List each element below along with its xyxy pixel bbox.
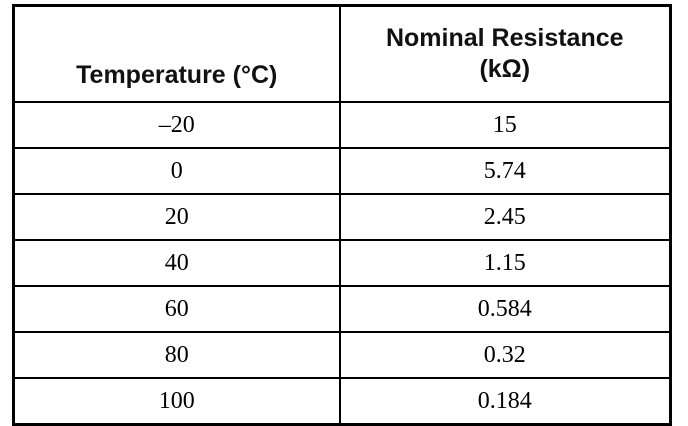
table-cell: –20 bbox=[12, 101, 341, 149]
table-row: 40 1.15 bbox=[12, 239, 672, 287]
header-text: Temperature (°C) bbox=[76, 61, 278, 89]
table-cell: 15 bbox=[338, 101, 672, 149]
table-cell: 80 bbox=[12, 331, 341, 379]
table-cell: 0 bbox=[12, 147, 341, 195]
header-text: Nominal Resistance (kΩ) bbox=[385, 24, 624, 83]
table-cell: 0.32 bbox=[338, 331, 672, 379]
table-cell: 2.45 bbox=[338, 193, 672, 241]
table-cell: 0.184 bbox=[338, 377, 672, 426]
table-row: 80 0.32 bbox=[12, 331, 672, 379]
table-row: 20 2.45 bbox=[12, 193, 672, 241]
header-cell: Temperature (°C) bbox=[12, 4, 341, 103]
header-cell: Nominal Resistance (kΩ) bbox=[338, 4, 672, 103]
table-cell: 5.74 bbox=[338, 147, 672, 195]
data-table: Temperature (°C) Nominal Resistance (kΩ)… bbox=[12, 4, 672, 426]
header-row: Temperature (°C) Nominal Resistance (kΩ) bbox=[12, 4, 672, 103]
table-row: 100 0.184 bbox=[12, 377, 672, 426]
table-cell: 100 bbox=[12, 377, 341, 426]
table-cell: 60 bbox=[12, 285, 341, 333]
table-row: –20 15 bbox=[12, 101, 672, 149]
table-header: Temperature (°C) Nominal Resistance (kΩ) bbox=[12, 4, 672, 103]
table-cell: 1.15 bbox=[338, 239, 672, 287]
table-cell: 0.584 bbox=[338, 285, 672, 333]
table-cell: 20 bbox=[12, 193, 341, 241]
table-cell: 40 bbox=[12, 239, 341, 287]
table-row: 60 0.584 bbox=[12, 285, 672, 333]
table-body: –20 15 0 5.74 20 2.45 40 1.15 60 0.584 80 0.32 100 0.… bbox=[12, 101, 672, 426]
table-row: 0 5.74 bbox=[12, 147, 672, 195]
